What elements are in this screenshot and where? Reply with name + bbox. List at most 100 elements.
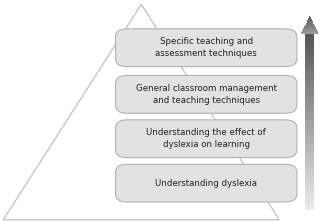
Bar	[305, 117, 314, 120]
Bar	[308, 19, 312, 20]
Text: General classroom management
and teaching techniques: General classroom management and teachin…	[136, 84, 277, 105]
Bar	[305, 73, 314, 76]
Bar	[305, 194, 314, 197]
Bar	[305, 102, 314, 105]
Bar	[305, 144, 314, 146]
Bar	[305, 128, 314, 131]
Bar	[305, 137, 314, 140]
Bar	[305, 56, 314, 59]
Bar	[305, 47, 314, 50]
Bar	[304, 27, 316, 29]
Bar	[305, 150, 314, 153]
Text: Understanding dyslexia: Understanding dyslexia	[155, 179, 257, 188]
Bar	[305, 58, 314, 61]
Bar	[305, 113, 314, 115]
Bar	[305, 187, 314, 190]
Bar	[305, 159, 314, 162]
Bar	[304, 26, 315, 28]
Text: Understanding the effect of
dyslexia on learning: Understanding the effect of dyslexia on …	[146, 128, 266, 149]
Bar	[306, 24, 314, 25]
Bar	[307, 22, 313, 23]
Bar	[305, 155, 314, 157]
Bar	[305, 78, 314, 80]
Bar	[305, 71, 314, 74]
Bar	[305, 65, 314, 67]
Bar	[305, 41, 314, 43]
Bar	[305, 148, 314, 151]
Bar	[305, 203, 314, 205]
Bar	[305, 119, 314, 122]
Bar	[305, 131, 314, 133]
Bar	[305, 60, 314, 63]
Bar	[309, 16, 310, 18]
Bar	[305, 91, 314, 94]
Bar	[305, 87, 314, 89]
Bar	[301, 33, 318, 34]
Bar	[305, 69, 314, 72]
Bar	[305, 168, 314, 170]
Bar	[305, 157, 314, 159]
Bar	[305, 185, 314, 188]
Bar	[305, 104, 314, 107]
Bar	[305, 54, 314, 56]
Bar	[305, 49, 314, 52]
Bar	[306, 23, 314, 24]
Bar	[305, 139, 314, 142]
Bar	[303, 28, 316, 30]
Bar	[305, 67, 314, 69]
Bar	[305, 62, 314, 65]
Bar	[305, 163, 314, 166]
Bar	[305, 196, 314, 199]
Bar	[305, 84, 314, 87]
Bar	[305, 152, 314, 155]
Bar	[305, 172, 314, 175]
Bar	[305, 43, 314, 45]
Bar	[305, 170, 314, 172]
Bar	[305, 176, 314, 179]
Bar	[305, 82, 314, 85]
Bar	[305, 25, 314, 26]
Bar	[305, 126, 314, 129]
Bar	[305, 161, 314, 164]
Bar	[302, 31, 318, 33]
Bar	[305, 146, 314, 148]
Bar	[305, 192, 314, 194]
Bar	[305, 133, 314, 135]
Bar	[305, 201, 314, 203]
Bar	[305, 100, 314, 102]
Bar	[303, 29, 317, 31]
Bar	[305, 207, 314, 210]
Bar	[305, 198, 314, 201]
Bar	[305, 38, 314, 41]
Bar	[305, 76, 314, 78]
Bar	[305, 36, 314, 39]
Bar	[305, 174, 314, 177]
Bar	[305, 166, 314, 168]
Bar	[308, 20, 312, 21]
FancyBboxPatch shape	[116, 75, 297, 113]
Bar	[308, 18, 311, 19]
Bar	[305, 115, 314, 118]
Bar	[305, 124, 314, 127]
Bar	[305, 122, 314, 124]
Bar	[305, 106, 314, 109]
Bar	[305, 135, 314, 137]
Bar	[305, 141, 314, 144]
Bar	[305, 89, 314, 91]
FancyBboxPatch shape	[116, 29, 297, 67]
Bar	[305, 93, 314, 96]
Text: Specific teaching and
assessment techniques: Specific teaching and assessment techniq…	[155, 37, 257, 58]
FancyBboxPatch shape	[116, 120, 297, 158]
Bar	[305, 111, 314, 113]
Bar	[307, 21, 313, 22]
Bar	[301, 32, 318, 34]
Bar	[305, 205, 314, 208]
Bar	[305, 109, 314, 111]
Bar	[309, 17, 311, 18]
Bar	[305, 34, 314, 37]
Bar	[302, 30, 317, 32]
Bar	[305, 179, 314, 181]
Bar	[305, 26, 315, 27]
Bar	[305, 80, 314, 83]
Bar	[305, 190, 314, 192]
